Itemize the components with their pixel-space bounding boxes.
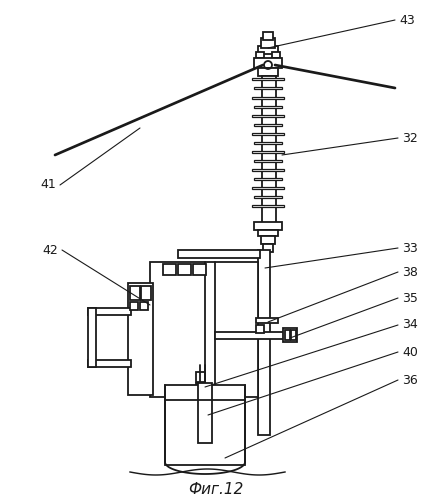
Bar — [163, 264, 176, 275]
Bar — [198, 383, 212, 443]
Text: 33: 33 — [402, 242, 418, 254]
Bar — [130, 286, 140, 300]
Text: Фиг.12: Фиг.12 — [188, 482, 244, 498]
Bar — [263, 244, 273, 252]
Bar — [254, 196, 282, 198]
Bar — [254, 106, 282, 108]
Bar — [283, 328, 297, 342]
Bar — [291, 330, 296, 340]
Bar — [258, 68, 278, 76]
Text: 34: 34 — [402, 318, 418, 332]
Bar — [258, 250, 270, 435]
Bar — [196, 394, 205, 404]
Bar — [285, 330, 290, 340]
Bar — [252, 115, 284, 117]
Bar — [263, 32, 273, 40]
Bar — [196, 383, 205, 393]
Bar — [261, 236, 275, 244]
Text: 36: 36 — [402, 374, 418, 386]
Bar — [88, 308, 96, 367]
Bar — [254, 58, 282, 68]
Bar — [150, 262, 258, 397]
Bar — [165, 385, 245, 465]
Bar — [141, 286, 151, 300]
Text: 43: 43 — [399, 14, 415, 26]
Bar — [252, 97, 284, 99]
Bar — [254, 142, 282, 144]
Text: 41: 41 — [40, 178, 56, 192]
Bar — [252, 78, 284, 80]
Bar — [254, 124, 282, 126]
Bar — [254, 222, 282, 230]
Text: 38: 38 — [402, 266, 418, 278]
Bar — [256, 325, 264, 333]
Bar — [258, 230, 278, 236]
Bar — [140, 302, 148, 310]
Bar — [178, 250, 260, 258]
Bar — [196, 372, 205, 382]
Bar — [252, 151, 284, 153]
Bar — [178, 264, 191, 275]
Bar — [252, 187, 284, 189]
Bar — [88, 308, 131, 315]
Bar — [256, 52, 264, 58]
Bar — [262, 76, 276, 224]
Bar — [254, 87, 282, 89]
Bar — [193, 264, 206, 275]
Bar — [258, 46, 278, 54]
Bar — [252, 169, 284, 171]
Bar — [128, 283, 153, 395]
Bar — [261, 38, 275, 48]
Bar — [130, 302, 138, 310]
Bar — [252, 133, 284, 135]
Bar — [254, 178, 282, 180]
Text: 32: 32 — [402, 132, 418, 144]
Text: 40: 40 — [402, 346, 418, 358]
Bar — [215, 332, 287, 339]
Text: 35: 35 — [402, 292, 418, 304]
Bar — [256, 318, 278, 323]
Bar — [252, 205, 284, 207]
Text: 42: 42 — [42, 244, 58, 256]
Bar — [272, 52, 280, 58]
Bar — [88, 360, 131, 367]
Bar — [254, 160, 282, 162]
